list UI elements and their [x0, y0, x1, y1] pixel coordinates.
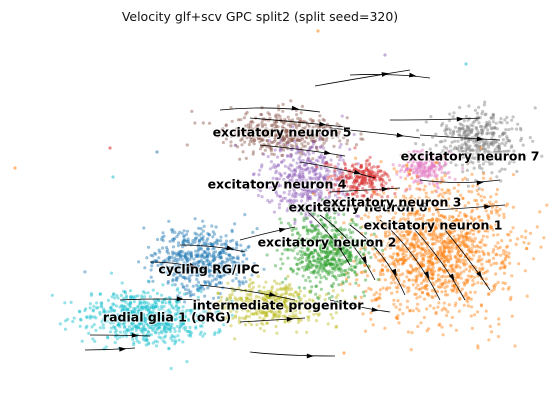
cluster-points-5	[312, 146, 549, 352]
velocity-arrowhead	[353, 169, 362, 175]
velocity-streamline	[349, 224, 406, 296]
scatter-points-layer	[13, 29, 549, 371]
cluster-label-4: excitatory neuron 3	[323, 195, 462, 210]
cluster-label-3: excitatory neuron 6	[289, 200, 428, 215]
velocity-arrowhead	[319, 121, 327, 127]
velocity-streamline	[434, 204, 506, 211]
cluster-points-4	[391, 148, 465, 194]
velocity-streamline	[419, 134, 501, 141]
cluster-points-1	[414, 100, 544, 191]
velocity-streamline	[389, 117, 481, 121]
cluster-label-9: radial glia 1 (oRG)	[103, 310, 231, 325]
cluster-label-8: intermediate progenitor	[193, 298, 365, 313]
outlier-point	[342, 351, 346, 355]
cluster-labels-layer: excitatory neuron 5 excitatory neuron 7 ex…	[102, 123, 541, 326]
velocity-arrowhead	[381, 186, 389, 192]
velocity-streamline	[419, 179, 501, 183]
velocity-streamline	[84, 347, 136, 351]
velocity-arrowhead	[336, 243, 342, 251]
outlier-point	[155, 150, 159, 154]
velocity-arrowhead	[409, 72, 417, 78]
cluster-points-8	[201, 271, 347, 341]
velocity-streamline	[219, 107, 321, 113]
velocity-arrowhead	[476, 271, 483, 279]
velocity-streamline	[314, 69, 411, 87]
velocity-streamline	[249, 117, 346, 128]
velocity-arrowhead	[268, 292, 277, 297]
cluster-label-7: cycling RG/IPC	[158, 262, 259, 277]
outlier-point	[108, 146, 112, 150]
cluster-points-2	[233, 114, 383, 246]
cluster-label-2: excitatory neuron 4	[208, 177, 347, 192]
outlier-point	[111, 175, 115, 179]
cluster-points-0	[185, 99, 365, 161]
velocity-arrowhead	[448, 273, 455, 281]
velocity-streamline	[329, 187, 401, 193]
velocity-streamline	[179, 244, 246, 253]
velocity-arrowhead	[286, 316, 294, 322]
velocity-arrowhead	[131, 333, 139, 338]
velocity-streamline	[239, 317, 306, 323]
velocity-streamline	[259, 144, 346, 157]
velocity-arrowhead	[291, 105, 299, 111]
cluster-points-7	[83, 213, 266, 308]
cluster-points-6	[265, 198, 385, 304]
velocity-streamline	[329, 299, 391, 313]
velocity-streamline	[299, 161, 376, 179]
velocity-streamline	[249, 351, 336, 357]
velocity-streamline	[379, 219, 441, 301]
velocity-streamline	[149, 261, 206, 271]
velocity-streamline	[409, 224, 466, 301]
velocity-arrowhead	[476, 180, 484, 186]
velocity-streamline	[239, 226, 296, 241]
velocity-streamline	[329, 127, 421, 139]
cluster-label-6: excitatory neuron 2	[258, 235, 397, 250]
velocity-arrowhead	[188, 262, 197, 268]
velocity-streamline	[119, 298, 201, 301]
outlier-point	[316, 29, 320, 33]
cluster-label-0: excitatory neuron 5	[213, 125, 352, 140]
velocity-arrowhead	[176, 296, 184, 302]
velocity-arrowhead	[361, 256, 367, 264]
velocity-streamline	[89, 334, 151, 337]
velocity-arrowhead	[371, 307, 379, 312]
chart-title: Velocity glf+scv GPC split2 (split seed=…	[122, 9, 398, 24]
outlier-point	[13, 166, 17, 170]
cluster-points-9	[50, 271, 236, 371]
velocity-arrowhead	[119, 346, 127, 352]
outlier-point	[383, 53, 387, 57]
velocity-arrowhead	[396, 132, 404, 138]
velocity-arrowhead	[476, 136, 484, 142]
cluster-points-3	[315, 146, 397, 213]
outlier-point	[464, 62, 468, 66]
velocity-arrowhead	[423, 271, 430, 279]
velocity-streamline	[319, 214, 376, 281]
velocity-streamline	[199, 284, 296, 301]
velocity-arrowhead	[484, 204, 492, 210]
cluster-label-5: excitatory neuron 1	[364, 218, 503, 233]
velocity-arrowhead	[323, 150, 332, 155]
cluster-label-1: excitatory neuron 7	[401, 149, 540, 164]
velocity-arrowhead	[391, 268, 397, 277]
velocity-streamline	[444, 229, 491, 291]
velocity-arrowhead	[278, 227, 287, 233]
velocity-arrowhead	[456, 116, 464, 122]
velocity-streamline	[299, 204, 351, 266]
velocity-streamlines-layer	[84, 69, 506, 359]
velocity-streamline	[349, 74, 431, 79]
velocity-arrowhead	[306, 353, 314, 359]
velocity-arrowhead	[226, 245, 234, 251]
